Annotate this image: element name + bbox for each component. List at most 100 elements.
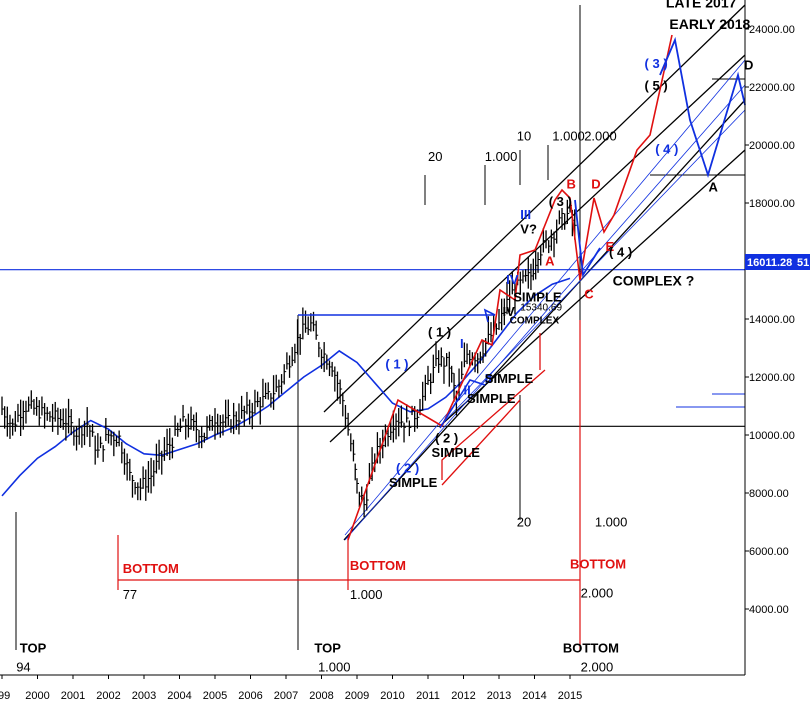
x-tick-label: 99: [0, 690, 10, 702]
annotation-label: 1.000: [350, 587, 383, 602]
annotation-label: 20: [428, 149, 442, 164]
annotation-label: C: [584, 287, 594, 302]
price-bars-layer: [1, 198, 577, 517]
x-tick-label: 2009: [345, 690, 369, 702]
red-support-line: [441, 369, 546, 480]
annotation-label: ( 4 ): [655, 142, 678, 157]
wave-paths: [298, 34, 746, 541]
annotation-label: SIMPLE: [485, 371, 534, 386]
x-tick-label: 2007: [274, 690, 298, 702]
y-tick-label: 8000.00: [749, 488, 789, 500]
annotation-label: I: [460, 336, 464, 351]
annotation-label: BOTTOM: [563, 641, 619, 656]
horizontal-reference-lines: [0, 5, 745, 650]
blue-arrow: [483, 308, 496, 323]
annotation-label: SIMPLE: [432, 445, 481, 460]
annotation-label: 1.000: [595, 514, 628, 529]
annotation-label: E: [606, 239, 615, 254]
last-price-tag-box: [745, 254, 810, 270]
annotation-label: ( 1 ): [385, 356, 408, 371]
channel-line-thin: [344, 59, 746, 536]
y-tick-label: 24000.00: [749, 24, 795, 36]
annotation-label: 1.000: [552, 129, 585, 144]
annotation-label: 1.000: [318, 659, 351, 674]
annotation-label: EARLY 2018: [669, 16, 750, 32]
x-tick-label: 2003: [132, 690, 156, 702]
annotation-label: ( 4 ): [609, 245, 632, 260]
y-tick-label: 20000.00: [749, 140, 795, 152]
blue-wave-path: [574, 199, 601, 278]
x-tick-label: 2014: [522, 690, 546, 702]
blue-wave-projection: [659, 36, 746, 179]
x-tick-label: 2015: [558, 690, 582, 702]
annotation-label: TOP: [20, 641, 47, 656]
x-tick-label: 2005: [203, 690, 227, 702]
x-tick-label: 2006: [238, 690, 262, 702]
red-support-line: [441, 399, 521, 486]
x-tick-label: 2001: [61, 690, 85, 702]
y-tick-label: 10000.00: [749, 430, 795, 442]
annotation-label: ( 3 ): [549, 194, 572, 209]
annotation-label: ( 5 ): [645, 78, 668, 93]
channel-line: [343, 99, 746, 541]
annotation-label: D: [591, 177, 600, 192]
annotation-label: II: [485, 371, 492, 386]
annotation-label: A: [708, 179, 718, 194]
trend-channels: [323, 4, 746, 541]
annotation-label: TOP: [314, 641, 341, 656]
last-price-tag-value: 16011.28: [747, 257, 792, 269]
channel-line-thin: [344, 84, 746, 541]
annotation-label: 10: [517, 129, 531, 144]
annotation-label: IV: [506, 272, 519, 287]
annotation-label: 77: [123, 587, 137, 602]
annotation-label: ( 1 ): [428, 324, 451, 339]
annotation-label: LATE 2017: [666, 0, 737, 10]
y-tick-label: 18000.00: [749, 198, 795, 210]
annotation-label: 20: [517, 514, 531, 529]
y-tick-label: 4000.00: [749, 604, 789, 616]
annotation-label: 2.000: [581, 585, 614, 600]
annotation-label: ( 3 ): [645, 56, 668, 71]
channel-line: [439, 149, 746, 427]
annotation-label: IV: [503, 304, 516, 319]
x-tick-label: 2011: [416, 690, 440, 702]
annotation-label: SIMPLE: [467, 391, 516, 406]
annotation-label: SIMPLE: [513, 290, 562, 305]
annotation-label: COMPLEX ?: [613, 273, 695, 289]
last-price-tag-overflow: 51: [797, 257, 809, 269]
annotation-label: V?: [520, 221, 537, 236]
y-tick-label: 22000.00: [749, 82, 795, 94]
annotation-label: SIMPLE: [389, 475, 438, 490]
channel-line-thin: [439, 109, 746, 427]
x-tick-label: 2004: [167, 690, 191, 702]
annotation-label: 1.000: [485, 149, 518, 164]
annotation-label: 2.000: [584, 129, 617, 144]
red-wave-projection: [579, 34, 673, 281]
annotation-label: D: [744, 58, 753, 73]
annotation-label: ( 2 ): [435, 430, 458, 445]
x-tick-label: 2000: [25, 690, 49, 702]
annotation-label: 15340.69: [520, 302, 562, 313]
y-tick-label: 14000.00: [749, 314, 795, 326]
x-tick-label: 2002: [96, 690, 120, 702]
annotation-label: 94: [16, 659, 30, 674]
last-price-tag: 16011.28 51: [745, 254, 810, 270]
blue-wave-path: [439, 379, 486, 429]
x-tick-label: 2008: [309, 690, 333, 702]
annotation-label: B: [566, 177, 575, 192]
annotation-label: BOTTOM: [350, 558, 406, 573]
annotation-label: II: [464, 382, 471, 397]
annotation-label: III: [520, 207, 531, 222]
y-tick-label: 12000.00: [749, 372, 795, 384]
y-tick-label: 6000.00: [749, 546, 789, 558]
annotation-label: BOTTOM: [123, 561, 179, 576]
annotation-label: BOTTOM: [570, 556, 626, 571]
annotation-label: 2.000: [581, 659, 614, 674]
annotation-label: COMPLEX: [510, 315, 560, 326]
annotation-label: A: [545, 253, 555, 268]
channel-line: [329, 54, 746, 443]
x-tick-label: 2012: [451, 690, 475, 702]
annotation-label: ( 2 ): [396, 461, 419, 476]
